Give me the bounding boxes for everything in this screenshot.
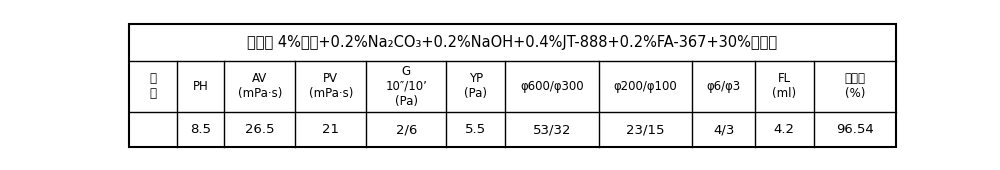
Text: 5.5: 5.5 — [465, 123, 486, 136]
Text: 21: 21 — [322, 123, 339, 136]
Text: φ600/φ300: φ600/φ300 — [520, 80, 584, 93]
Text: φ200/φ100: φ200/φ100 — [614, 80, 677, 93]
Text: 4.2: 4.2 — [774, 123, 795, 136]
Text: FL
(ml): FL (ml) — [772, 72, 796, 100]
Text: 回收率
(%): 回收率 (%) — [844, 72, 865, 100]
Text: YP
(Pa): YP (Pa) — [464, 72, 487, 100]
Text: 2/6: 2/6 — [396, 123, 417, 136]
Text: 8.5: 8.5 — [190, 123, 211, 136]
Text: 4/3: 4/3 — [713, 123, 734, 136]
Text: PH: PH — [193, 80, 208, 93]
Text: 性
能: 性 能 — [149, 72, 156, 100]
Text: 26.5: 26.5 — [245, 123, 275, 136]
Text: 配方： 4%坦土+0.2%Na₂CO₃+0.2%NaOH+0.4%JT-888+0.2%FA-367+30%聚合盐: 配方： 4%坦土+0.2%Na₂CO₃+0.2%NaOH+0.4%JT-888+… — [247, 35, 778, 50]
Text: AV
(mPa·s): AV (mPa·s) — [238, 72, 282, 100]
Text: G
10″/10’
(Pa): G 10″/10’ (Pa) — [385, 65, 427, 108]
Text: PV
(mPa·s): PV (mPa·s) — [309, 72, 353, 100]
Text: 53/32: 53/32 — [533, 123, 571, 136]
Text: 23/15: 23/15 — [626, 123, 665, 136]
Text: 96.54: 96.54 — [836, 123, 874, 136]
Text: φ6/φ3: φ6/φ3 — [707, 80, 741, 93]
